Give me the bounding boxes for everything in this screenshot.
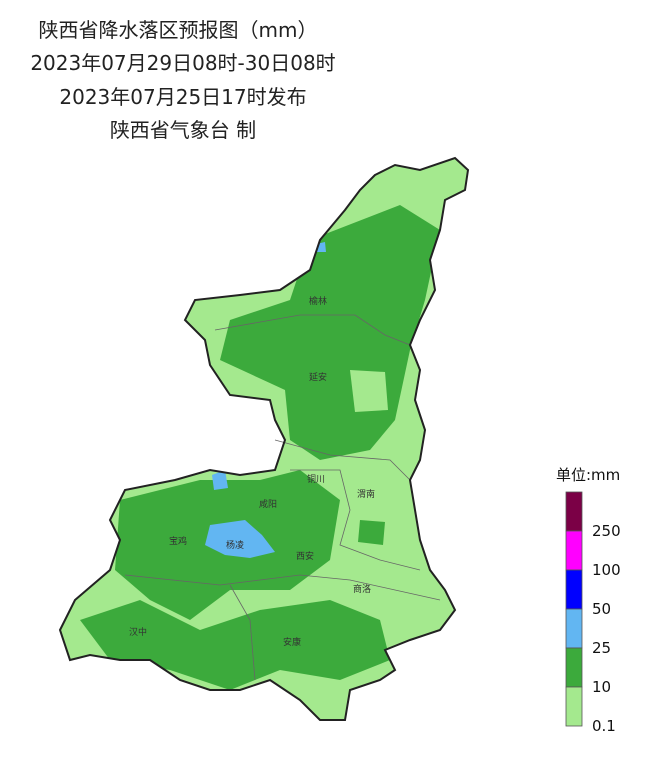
legend-swatch [565, 491, 583, 532]
legend-swatch [565, 608, 583, 649]
header-line: 陕西省降水落区预报图（mm） [39, 18, 318, 42]
legend: 单位:mm 250 100 50 25 10 0.1 [556, 466, 621, 735]
legend-unit: 单位:mm [556, 466, 620, 484]
legend-swatch [565, 647, 583, 688]
legend-swatch [565, 569, 583, 610]
legend-label: 0.1 [592, 717, 616, 735]
city-label: 铜川 [307, 473, 325, 485]
city-label: 安康 [283, 636, 301, 648]
legend-label: 25 [592, 639, 611, 657]
legend-swatch [565, 686, 583, 727]
city-label: 宝鸡 [169, 535, 187, 547]
city-label: 延安 [309, 371, 327, 383]
header: 陕西省降水落区预报图（mm） 2023年07月29日08时-30日08时 2023年… [30, 18, 335, 142]
legend-label: 10 [592, 678, 611, 696]
boundaries [124, 314, 441, 681]
city-label: 西安 [296, 550, 314, 562]
legend-label: 50 [592, 600, 611, 618]
city-label: 商洛 [353, 583, 371, 595]
city-label: 渭南 [357, 488, 375, 500]
legend-label: 100 [592, 561, 621, 579]
city-label: 杨凌 [226, 539, 244, 551]
city-label: 榆林 [309, 295, 327, 307]
header-line: 2023年07月29日08时-30日08时 [30, 51, 335, 75]
header-line: 2023年07月25日17时发布 [59, 85, 306, 109]
legend-swatch [565, 530, 583, 571]
legend-label: 250 [592, 522, 621, 540]
city-label: 咸阳 [259, 498, 277, 510]
city-label: 汉中 [129, 626, 147, 638]
rain-areas [60, 158, 468, 720]
header-line: 陕西省气象台 制 [110, 118, 256, 142]
